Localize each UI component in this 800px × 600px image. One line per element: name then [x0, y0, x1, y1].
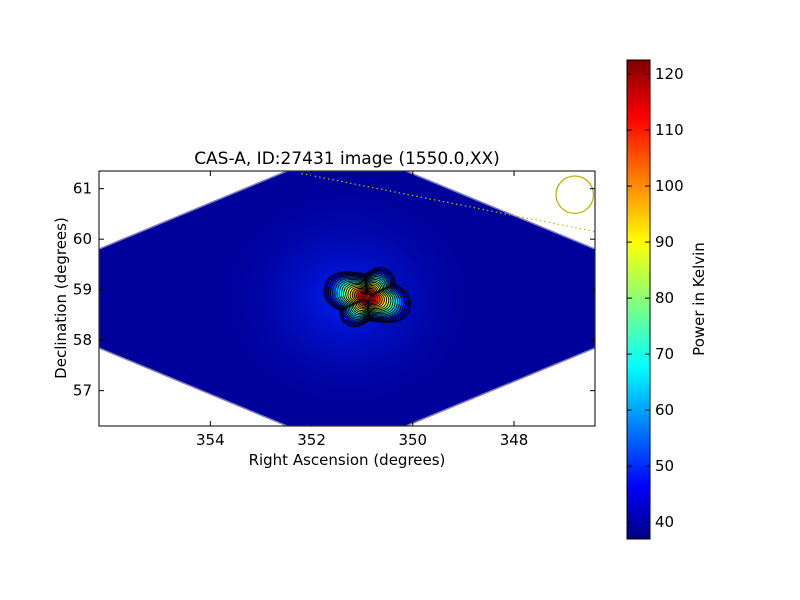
- dotted-line: [301, 172, 595, 233]
- y-tick-label: 61: [73, 180, 92, 198]
- colorbar-tick-label: 70: [655, 345, 674, 363]
- contour-line: [338, 280, 396, 315]
- contour-line: [334, 277, 401, 317]
- contour-line: [343, 282, 392, 312]
- contour-line: [340, 281, 394, 313]
- contour-line: [353, 289, 381, 306]
- axes-frame: [98, 170, 596, 427]
- colorbar-tick-label: 40: [655, 513, 674, 531]
- contour-line: [336, 279, 398, 316]
- colorbar: 40 50 60 70 80 90 100 110 120 Power in Kelvin: [626, 59, 708, 540]
- contour-level: [360, 292, 374, 302]
- overlay: [301, 172, 595, 233]
- x-axis: 354 352 350 348: [196, 171, 528, 449]
- x-tick-label: 352: [297, 431, 326, 449]
- contour-line: [332, 276, 403, 318]
- contour-line: [349, 286, 385, 308]
- contour-line: [351, 288, 383, 307]
- plot-area: [99, 171, 595, 426]
- colorbar-gradient: [627, 60, 650, 539]
- colorbar-ticks: 40 50 60 70 80 90 100 110 120: [627, 65, 684, 531]
- colorbar-tick-label: 50: [655, 457, 674, 475]
- colorbar-tick-label: 90: [655, 233, 674, 251]
- colorbar-tick-label: 80: [655, 289, 674, 307]
- colorbar-tick-label: 110: [655, 121, 684, 139]
- x-tick-label: 348: [500, 431, 529, 449]
- source-emission: [323, 267, 411, 328]
- contour-fill: [363, 292, 372, 302]
- y-tick-label: 57: [73, 382, 92, 400]
- contour-line: [362, 292, 372, 302]
- colorbar-label: Power in Kelvin: [690, 242, 708, 356]
- x-tick-label: 350: [398, 431, 427, 449]
- y-tick-label: 58: [73, 331, 92, 349]
- contour-line: [345, 284, 390, 311]
- y-axis-label: Declination (degrees): [52, 217, 70, 379]
- colorbar-tick-label: 120: [655, 65, 684, 83]
- chart-title: CAS-A, ID:27431 image (1550.0,XX): [194, 149, 500, 169]
- contour-line: [325, 272, 409, 322]
- y-tick-label: 60: [73, 230, 92, 248]
- contour-line: [327, 273, 407, 321]
- y-tick-label: 59: [73, 281, 92, 299]
- y-axis: 57 58 59 60 61: [73, 180, 595, 400]
- beam-circle: [555, 175, 595, 215]
- x-axis-label: Right Ascension (degrees): [249, 451, 446, 469]
- colorbar-frame: [626, 59, 651, 540]
- x-tick-label: 354: [196, 431, 225, 449]
- contour-line: [330, 275, 405, 320]
- colorbar-tick-label: 60: [655, 401, 674, 419]
- colorbar-tick-label: 100: [655, 177, 684, 195]
- contour-line: [323, 271, 411, 324]
- contour-line: [347, 285, 388, 310]
